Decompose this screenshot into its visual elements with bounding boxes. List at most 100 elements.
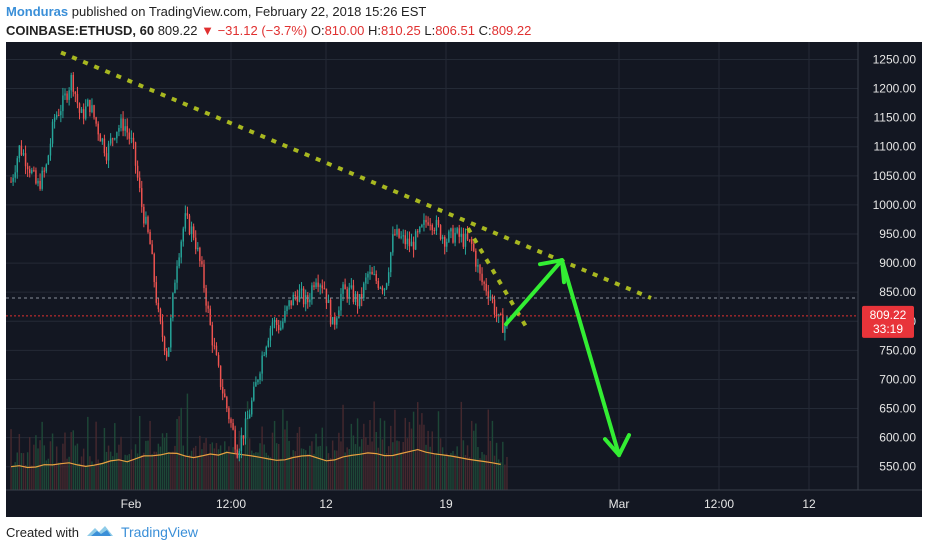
candle-body <box>273 319 276 323</box>
price-tag: 809.22 33:19 <box>862 305 914 338</box>
volume-bar <box>209 444 211 490</box>
price-tick-label: 900.00 <box>879 256 916 270</box>
volume-bar <box>292 450 294 490</box>
candle-body <box>408 238 411 247</box>
candle-body <box>28 169 31 174</box>
volume-bar <box>64 432 66 490</box>
trendline[interactable] <box>60 50 652 300</box>
time-tick-label: Mar <box>609 497 630 511</box>
volume-bar <box>334 450 336 490</box>
volume-bar <box>479 458 481 490</box>
candle-body <box>375 273 377 281</box>
candle-body <box>41 170 43 189</box>
candle-body <box>14 172 16 178</box>
candle-body <box>145 216 147 224</box>
candle-body <box>381 287 384 291</box>
candle-body <box>344 284 346 290</box>
volume-bar <box>448 455 450 490</box>
volume-bar <box>435 453 438 490</box>
volume-bar <box>462 440 465 490</box>
volume-bar <box>51 433 54 490</box>
arrow-down-head-icon <box>603 433 631 458</box>
price-tick-label: 1200.00 <box>873 82 917 96</box>
volume-bar <box>443 454 446 490</box>
candle-body <box>460 233 463 237</box>
volume-bar <box>24 465 27 490</box>
volume-bar <box>207 454 209 490</box>
volume-bar <box>371 441 373 490</box>
volume-bar <box>481 451 483 490</box>
symbol-label: COINBASE:ETHUSD, 60 <box>6 23 155 38</box>
candle-body <box>240 435 243 452</box>
volume-bar <box>331 440 334 490</box>
projection-arrows[interactable] <box>504 258 631 458</box>
volume-bar <box>344 452 346 490</box>
volume-average-line <box>10 448 501 469</box>
volume-bar <box>450 452 452 490</box>
candle-body <box>454 232 456 243</box>
tradingview-link[interactable]: TradingView <box>120 524 199 540</box>
candle-body <box>464 233 467 247</box>
author-name[interactable]: Monduras <box>6 4 69 19</box>
candle-body <box>317 282 319 287</box>
volume-bar <box>178 416 180 490</box>
volume-bar <box>504 464 506 490</box>
volume-bar <box>213 448 216 490</box>
candle-body <box>435 219 438 231</box>
volume-bar <box>199 435 201 490</box>
candle-body <box>153 254 155 283</box>
candle-body <box>452 228 454 243</box>
volume-bar <box>298 426 301 490</box>
candle-body <box>253 386 255 401</box>
candle-body <box>91 105 93 113</box>
candle-body <box>180 241 182 258</box>
candle-body <box>165 351 168 357</box>
volume-bar <box>398 441 400 490</box>
volume-bar <box>82 448 85 490</box>
candle-body <box>348 287 350 299</box>
candle-body <box>280 327 282 330</box>
volume-bar <box>321 427 324 490</box>
volume-bar <box>431 431 433 490</box>
candle-body <box>473 243 475 251</box>
tradingview-cloud-icon[interactable] <box>85 524 115 540</box>
volume-bar <box>441 447 444 490</box>
price-tick-label: 600.00 <box>879 431 916 445</box>
volume-bar <box>265 452 267 490</box>
volume-bar <box>248 438 251 490</box>
candle-body <box>433 230 436 232</box>
time-tick-label: 12 <box>319 497 333 511</box>
candle-body <box>87 99 89 107</box>
candle-body <box>439 225 442 240</box>
volume-bar <box>147 440 149 490</box>
candle-body <box>219 365 222 387</box>
candle-body <box>138 177 141 189</box>
price-chart[interactable]: 1250.00 1200.00 1150.00 1100.00 1050.00 1000.… <box>6 42 922 517</box>
candle-body <box>157 302 160 310</box>
candle-body <box>221 386 224 394</box>
candle-body <box>431 224 433 231</box>
price-tick-label: 850.00 <box>879 285 916 299</box>
volume-bar <box>317 446 319 490</box>
candle-body <box>236 449 238 458</box>
candle-body <box>282 321 284 328</box>
volume-bar <box>309 445 311 490</box>
candle-body <box>427 222 429 225</box>
volume-bar <box>215 443 218 490</box>
volume-bar <box>348 449 350 490</box>
price-tick-label: 1000.00 <box>873 198 917 212</box>
volume-bar <box>302 448 305 490</box>
volume-bar <box>244 438 247 490</box>
volume-bar <box>35 435 37 490</box>
volume-bar <box>458 457 460 490</box>
candle-body <box>18 145 21 159</box>
volume-bar <box>37 448 39 490</box>
candle-body <box>55 114 58 118</box>
candle-body <box>101 138 104 142</box>
volume-bar <box>172 451 174 490</box>
candle-body <box>130 137 133 139</box>
price-tick-label: 550.00 <box>879 460 916 474</box>
volume-bar <box>329 458 332 490</box>
candle-body <box>37 180 39 184</box>
volume-bar <box>107 445 110 490</box>
